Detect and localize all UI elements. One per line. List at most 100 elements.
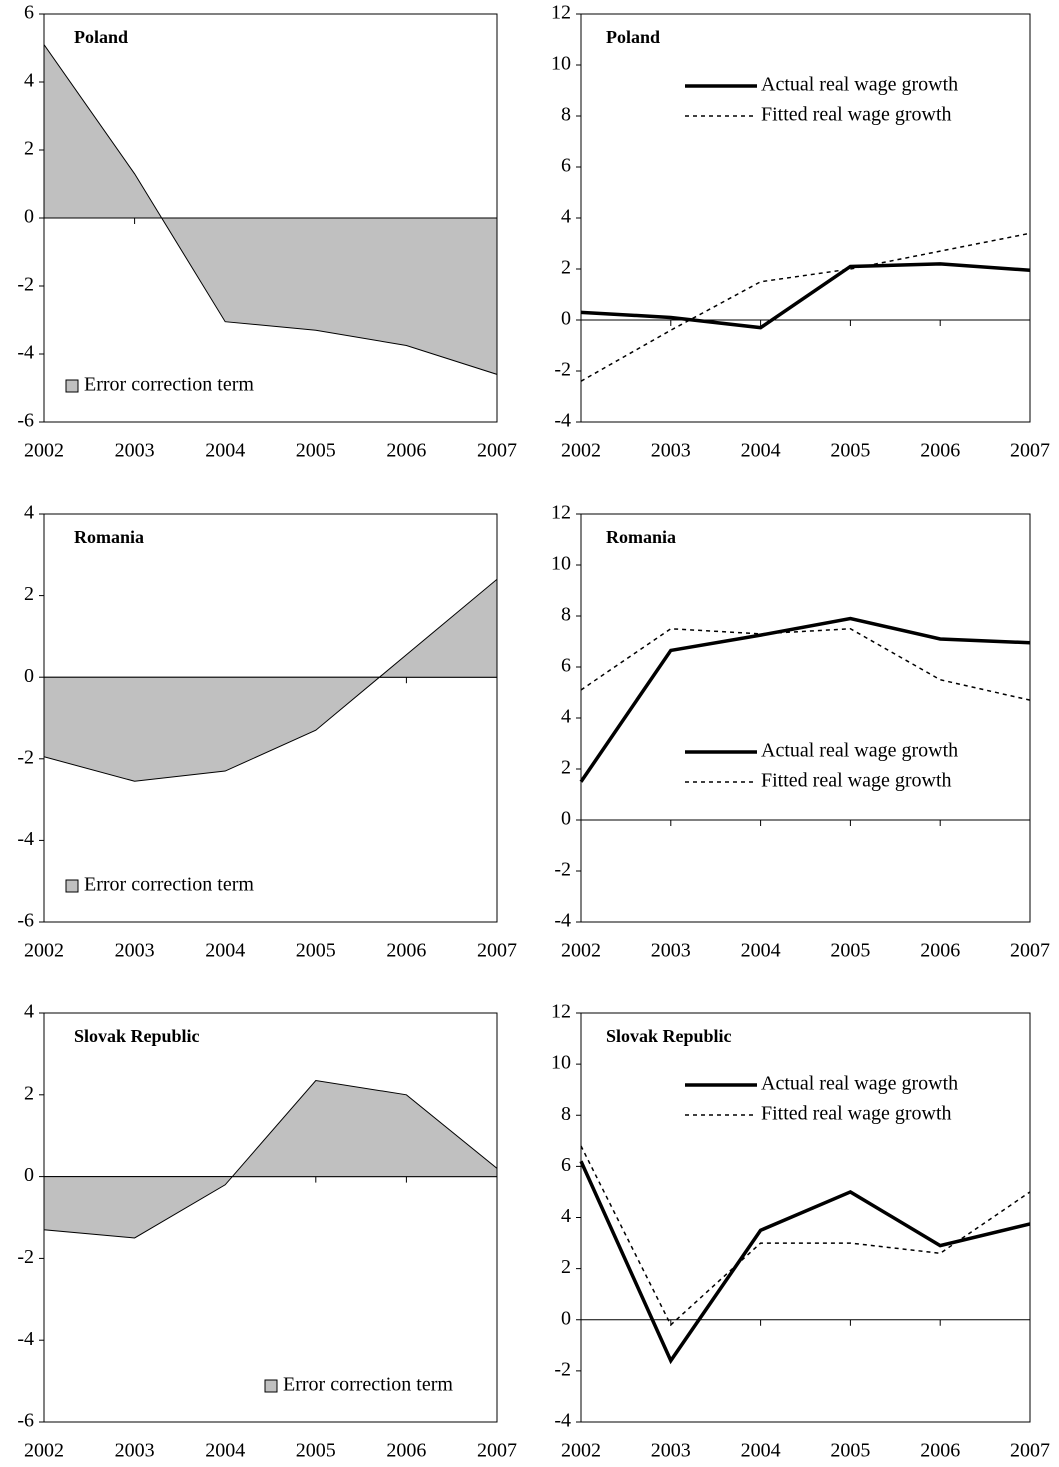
y-tick-label: 6 xyxy=(561,1154,571,1176)
legend-label: Error correction term xyxy=(84,874,254,896)
x-tick-label: 2004 xyxy=(205,440,245,462)
x-tick-label: 2005 xyxy=(296,1440,336,1462)
y-tick-label: 0 xyxy=(561,808,571,830)
x-tick-label: 2007 xyxy=(477,440,517,462)
y-tick-label: 4 xyxy=(561,206,571,228)
y-tick-label: -6 xyxy=(17,410,34,432)
legend-label: Error correction term xyxy=(84,374,254,396)
area xyxy=(43,578,498,782)
x-tick-label: 2006 xyxy=(920,940,960,962)
y-tick-label: 0 xyxy=(561,308,571,330)
y-tick-label: -4 xyxy=(554,910,571,932)
legend-label: Error correction term xyxy=(283,1374,453,1396)
y-tick-label: 2 xyxy=(24,1082,34,1104)
y-tick-label: 8 xyxy=(561,104,571,126)
y-tick-label: -2 xyxy=(554,1358,571,1380)
y-tick-label: -4 xyxy=(554,1410,571,1432)
x-tick-label: 2005 xyxy=(830,1440,870,1462)
x-tick-label: 2007 xyxy=(1010,440,1050,462)
y-tick-label: -6 xyxy=(17,1410,34,1432)
y-tick-label: 2 xyxy=(561,257,571,279)
x-tick-label: 2002 xyxy=(561,940,601,962)
y-tick-label: -4 xyxy=(17,342,34,364)
legend-label: Actual real wage growth xyxy=(761,740,958,762)
x-tick-label: 2006 xyxy=(920,440,960,462)
x-tick-label: 2007 xyxy=(477,1440,517,1462)
y-tick-label: -4 xyxy=(17,1328,34,1350)
x-tick-label: 2006 xyxy=(920,1440,960,1462)
y-tick-label: -2 xyxy=(554,359,571,381)
y-tick-label: 12 xyxy=(551,502,571,524)
y-tick-label: -2 xyxy=(554,859,571,881)
x-tick-label: 2003 xyxy=(115,940,155,962)
area xyxy=(43,1079,498,1239)
y-tick-label: 4 xyxy=(561,1205,571,1227)
x-tick-label: 2002 xyxy=(24,440,64,462)
x-tick-label: 2007 xyxy=(1010,1440,1050,1462)
y-tick-label: 0 xyxy=(561,1307,571,1329)
x-tick-label: 2003 xyxy=(651,940,691,962)
plot-frame xyxy=(580,513,1031,923)
line xyxy=(580,232,1031,382)
y-tick-label: 12 xyxy=(551,1001,571,1023)
panel-title: Romania xyxy=(74,527,144,547)
legend-label: Fitted real wage growth xyxy=(761,1103,952,1125)
y-tick-label: 0 xyxy=(24,1164,34,1186)
area xyxy=(43,43,498,376)
y-tick-label: 8 xyxy=(561,604,571,626)
y-tick-label: 2 xyxy=(561,1256,571,1278)
y-tick-label: 4 xyxy=(24,70,34,92)
x-tick-label: 2005 xyxy=(830,940,870,962)
y-tick-label: 10 xyxy=(551,1052,571,1074)
panel-title: Romania xyxy=(606,527,676,547)
y-tick-label: 4 xyxy=(561,706,571,728)
x-tick-label: 2003 xyxy=(651,1440,691,1462)
x-tick-label: 2002 xyxy=(561,1440,601,1462)
x-tick-label: 2004 xyxy=(741,1440,781,1462)
panel-title: Slovak Republic xyxy=(74,1026,200,1046)
y-tick-label: 8 xyxy=(561,1103,571,1125)
x-tick-label: 2002 xyxy=(24,1440,64,1462)
y-tick-label: 6 xyxy=(561,655,571,677)
y-tick-label: -2 xyxy=(17,1246,34,1268)
legend-swatch xyxy=(65,879,79,893)
line xyxy=(579,616,1031,783)
y-tick-label: 2 xyxy=(24,138,34,160)
x-tick-label: 2005 xyxy=(296,440,336,462)
x-tick-label: 2007 xyxy=(477,940,517,962)
x-tick-label: 2006 xyxy=(386,940,426,962)
y-tick-label: -4 xyxy=(17,828,34,850)
x-tick-label: 2003 xyxy=(651,440,691,462)
x-tick-label: 2004 xyxy=(741,940,781,962)
panel-title: Poland xyxy=(74,27,128,47)
y-tick-label: 0 xyxy=(24,665,34,687)
x-tick-label: 2007 xyxy=(1010,940,1050,962)
y-tick-label: -2 xyxy=(17,746,34,768)
y-tick-label: 0 xyxy=(24,206,34,228)
y-tick-label: 10 xyxy=(551,553,571,575)
x-tick-label: 2002 xyxy=(24,940,64,962)
x-tick-label: 2005 xyxy=(830,440,870,462)
y-tick-label: -2 xyxy=(17,274,34,296)
legend-label: Fitted real wage growth xyxy=(761,104,952,126)
y-tick-label: 2 xyxy=(561,757,571,779)
line xyxy=(580,262,1031,330)
line xyxy=(579,1160,1031,1365)
line xyxy=(580,627,1031,701)
y-tick-label: -4 xyxy=(554,410,571,432)
x-tick-label: 2003 xyxy=(115,1440,155,1462)
legend-swatch xyxy=(65,379,79,393)
y-tick-label: -6 xyxy=(17,910,34,932)
legend-label: Actual real wage growth xyxy=(761,1073,958,1095)
x-tick-label: 2002 xyxy=(561,440,601,462)
y-tick-label: 2 xyxy=(24,583,34,605)
x-tick-label: 2006 xyxy=(386,1440,426,1462)
x-tick-label: 2004 xyxy=(205,940,245,962)
y-tick-label: 10 xyxy=(551,53,571,75)
x-tick-label: 2004 xyxy=(741,440,781,462)
legend-label: Fitted real wage growth xyxy=(761,770,952,792)
panel-title: Poland xyxy=(606,27,660,47)
y-tick-label: 6 xyxy=(561,155,571,177)
y-tick-label: 6 xyxy=(24,2,34,24)
